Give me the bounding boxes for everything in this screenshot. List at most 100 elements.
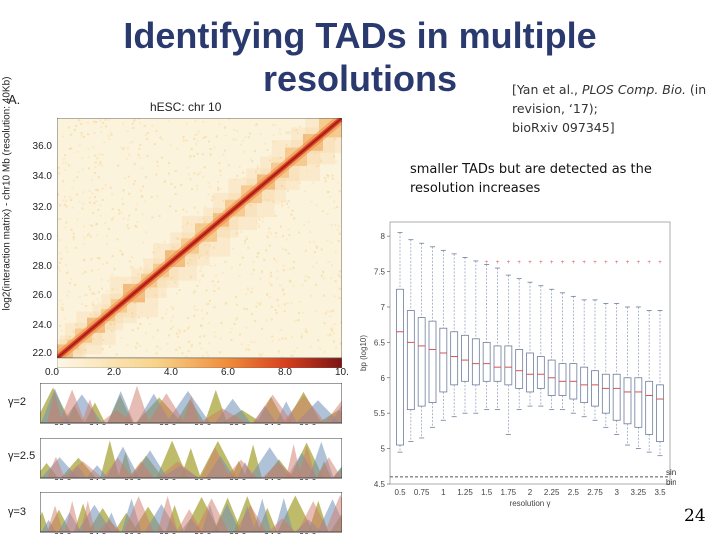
boxplot-box [471,260,480,414]
boxplot-y-tick: 4.5 [374,480,386,489]
tad-track: 22.0 24.0 26.0 28.0 30.0 32.0 34.0 36.0 [40,492,342,534]
citation-status: (in revision, ‘17); [512,82,707,116]
boxplot-y-tick: 7.5 [374,268,386,277]
track-x-tick: 36.0 [299,477,317,480]
boxplot-x-tick: 2.75 [587,488,603,497]
boxplot-box [612,303,621,435]
citation: [Yan et al., PLOS Comp. Bio. (in revisio… [512,80,712,137]
boxplot-box [601,303,610,428]
track-x-tick: 32.0 [229,422,247,425]
boxplot-x-tick: 1 [441,488,446,497]
boxplot-box [569,295,578,414]
boxplot-box [536,285,545,407]
heatmap-y-tick: 36.0 [32,141,52,152]
boxplot-box [645,310,654,453]
boxplot-outlier: + [647,260,651,266]
boxplot-box [428,246,437,428]
boxplot-x-tick: 3.5 [654,488,666,497]
boxplot-x-tick: 1.5 [481,488,493,497]
boxplot-x-tick: 0.75 [414,488,430,497]
boxplot-box [547,288,556,411]
track-x-tick: 24.0 [89,531,107,534]
boxplot-box [406,239,415,442]
hic-heatmap [57,118,342,358]
boxplot-box [591,299,599,421]
citation-journal: PLOS Comp. Bio. [581,82,686,97]
colorbar-tick: 8.0 [278,367,292,378]
boxplot-x-tick: 2.5 [568,488,580,497]
track-x-tick: 34.0 [264,422,282,425]
heatmap-y-tick: 26.0 [32,290,52,301]
heatmap-y-axis-label: log2(interaction matrix) - chr10 Mb (res… [1,76,13,311]
track-x-tick: 26.0 [124,531,142,534]
track-x-tick: 32.0 [229,477,247,480]
gamma-label: γ=3 [8,506,27,518]
boxplot-box [580,299,589,418]
boxplot-y-tick: 6 [381,374,386,383]
boxplot-x-tick: 0.5 [394,488,406,497]
track-x-tick: 28.0 [159,477,177,480]
heatmap-y-tick: 34.0 [32,171,52,182]
boxplot-box [450,253,459,418]
boxplot-x-tick: 2 [528,488,533,497]
heatmap-y-tick: 24.0 [32,320,52,331]
track-x-tick: 26.0 [124,422,142,425]
panel-label: A. [8,92,21,107]
boxplot-y-tick: 5.5 [374,409,386,418]
heatmap-y-tick: 28.0 [32,261,52,272]
boxplot-y-label: bp (log10) [359,335,368,371]
boxplot-outlier: + [658,260,662,266]
boxplot-box [417,242,426,439]
heatmap-y-tick: 32.0 [32,202,52,213]
heatmap-diagonal [57,118,342,358]
slide-title-line1: Identifying TADs in multiple [123,15,597,56]
boxplot-outlier: + [539,260,543,266]
boxplot-outlier: + [507,260,511,266]
boxplot-outlier: + [485,260,489,266]
single-bin-annotation: single [666,468,676,477]
track-x-tick: 28.0 [159,422,177,425]
colorbar-tick: 10. [335,367,349,378]
heatmap-colorbar [57,358,342,368]
boxplot-box [526,281,534,407]
colorbar-tick: 0.0 [45,367,59,378]
tad-track: 22.0 24.0 26.0 28.0 30.0 32.0 34.0 36.0 [40,383,342,425]
colorbar-tick: 2.0 [107,367,121,378]
boxplot-outlier: + [637,260,641,266]
boxplot-box [515,278,524,411]
track-x-tick: 34.0 [264,477,282,480]
colorbar-tick: 6.0 [221,367,235,378]
boxplot-x-tick: 1.25 [457,488,473,497]
track-x-tick: 22.0 [54,477,72,480]
citation-authors: [Yan et al., [512,82,582,97]
page-number: 24 [684,506,706,526]
single-bin-annotation-line2: bin [666,478,676,487]
gamma-label: γ=2 [8,396,27,408]
boxplot-box [634,306,643,449]
boxplot-y-tick: 6.5 [374,338,386,347]
boxplot-box [493,267,502,411]
boxplot-outlier: + [528,260,532,266]
boxplot-box [656,310,664,457]
boxplot-outlier: + [582,260,586,266]
boxplot-x-tick: 2.25 [544,488,560,497]
colorbar-tick: 4.0 [164,367,178,378]
boxplot-outlier: + [561,260,565,266]
heatmap-noise [57,118,342,358]
track-x-tick: 24.0 [89,477,107,480]
tad-track: 22.0 24.0 26.0 28.0 30.0 32.0 34.0 36.0 [40,438,342,480]
track-x-tick: 26.0 [124,477,142,480]
boxplot-outlier: + [572,260,576,266]
boxplot-x-tick: 3.25 [631,488,647,497]
slide-title: Identifying TADs in multiple resolutions [0,14,720,100]
boxplot-outlier: + [496,260,500,266]
track-x-tick: 36.0 [299,531,317,534]
track-x-tick: 34.0 [264,531,282,534]
boxplot-box [558,292,567,411]
boxplot-x-tick: 1.75 [501,488,517,497]
track-x-tick: 30.0 [194,422,212,425]
heatmap-y-tick: 22.0 [32,348,52,359]
track-x-tick: 22.0 [54,422,72,425]
boxplot-box [461,257,469,414]
track-x-tick: 28.0 [159,531,177,534]
